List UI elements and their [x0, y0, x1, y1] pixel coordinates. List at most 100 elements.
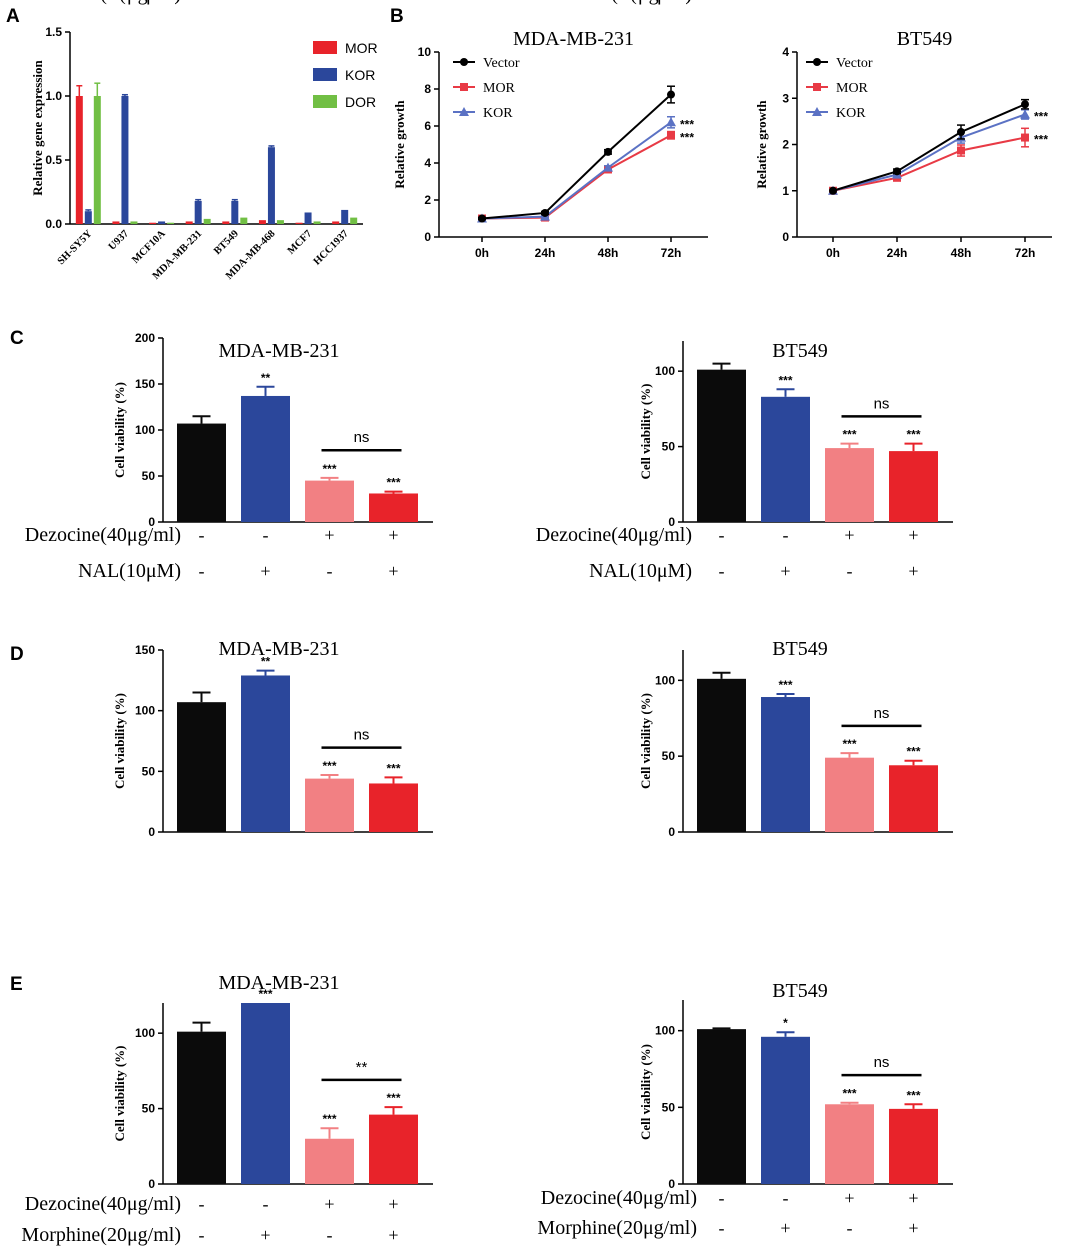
condition-sign: -: [199, 0, 205, 4]
significance-marker: ***: [258, 987, 272, 1001]
chart-title: MDA-MB-231: [218, 340, 339, 362]
data-point: [667, 90, 675, 99]
bar: [761, 697, 810, 832]
condition-sign: -: [199, 561, 205, 581]
comparison-label: ns: [354, 429, 370, 446]
significance-marker: ***: [842, 428, 856, 442]
series-line-kor: [832, 113, 1026, 192]
y-tick-label: 0.0: [45, 217, 62, 231]
y-tick-label: 0: [668, 515, 675, 529]
y-tick-label: 4: [782, 45, 789, 59]
bar: [697, 1029, 746, 1184]
series-line-mor: [481, 134, 672, 220]
chart-growth-bt549: 0 1 2 3 4 Relative growth BT549 0h 24h 48h 72h *** *…: [754, 28, 1052, 260]
bar-kor: [341, 209, 349, 224]
significance-marker: **: [261, 371, 271, 385]
y-axis-label: Cell viability (%): [638, 1044, 653, 1140]
significance-marker: ***: [386, 761, 400, 775]
condition-sign: -: [719, 0, 725, 4]
chart-gene-expression: 0.0 0.5 1.0 1.5 Relative gene expression SH-S…: [30, 25, 378, 282]
bar: [177, 702, 226, 832]
condition-sign: -: [199, 0, 205, 4]
condition-sign: +: [908, 1188, 918, 1208]
series-line-vector: [832, 103, 1026, 192]
y-tick-label: 50: [662, 440, 676, 454]
bar-dor: [93, 96, 101, 224]
series-line-vector: [481, 93, 672, 220]
data-point: [957, 146, 965, 155]
x-tick-label: HCC1937: [312, 228, 351, 267]
y-tick-label: 8: [424, 82, 431, 96]
condition-sign: +: [908, 0, 918, 4]
comparison-label: ns: [874, 1054, 890, 1071]
legend-label: Vector: [836, 56, 873, 71]
condition-sign: +: [388, 0, 398, 4]
bar: [697, 369, 746, 522]
panel-label-e: E: [10, 974, 23, 995]
y-tick-label: 0: [668, 1177, 675, 1191]
x-tick-label: 72h: [661, 246, 682, 260]
significance-marker: ***: [778, 373, 792, 387]
condition-sign: +: [908, 525, 918, 545]
legend-swatch-mor: [313, 41, 337, 54]
condition-sign: -: [263, 1194, 269, 1214]
y-tick-label: 3: [782, 91, 789, 105]
bar: [889, 765, 938, 832]
condition-sign: -: [783, 525, 789, 545]
condition-sign: +: [844, 525, 854, 545]
bar-mor: [75, 96, 83, 224]
y-tick-label: 2: [424, 193, 431, 207]
significance-marker: ***: [322, 1112, 336, 1126]
bar-mor: [258, 220, 266, 224]
bar-dor: [350, 217, 358, 224]
legend-label: MOR: [345, 40, 378, 56]
legend-marker: [813, 58, 821, 66]
chart-title: MDA-MB-231: [218, 972, 339, 994]
panel-label-c: C: [10, 328, 24, 349]
chart-growth-mda-mb-231: 0 2 4 6 8 10 Relative growth MDA-MB-231 0h 24h 48h…: [392, 28, 708, 260]
condition-sign: +: [780, 0, 790, 4]
bar-mor: [222, 221, 230, 224]
y-axis-label: Cell viability (%): [638, 693, 653, 789]
data-point: [957, 128, 965, 137]
bar: [761, 1036, 810, 1184]
legend-marker: [813, 83, 821, 91]
chart-title: BT549: [897, 28, 953, 50]
bar-kor: [84, 211, 92, 224]
condition-sign: +: [260, 0, 270, 4]
y-tick-label: 0: [148, 515, 155, 529]
x-tick-label: 72h: [1015, 246, 1036, 260]
legend-marker: [459, 107, 469, 116]
panel-label-b: B: [390, 6, 404, 27]
data-point: [1020, 109, 1030, 119]
series-line-kor: [481, 121, 672, 220]
y-tick-label: 150: [135, 643, 155, 657]
x-tick-label: 48h: [598, 246, 619, 260]
condition-sign: -: [783, 1188, 789, 1208]
condition-sign: +: [844, 1188, 854, 1208]
condition-sign: +: [844, 0, 854, 4]
data-point: [478, 214, 486, 223]
comparison-label: **: [356, 1059, 368, 1076]
chart-title: BT549: [772, 980, 828, 1002]
condition-sign: +: [324, 525, 334, 545]
bar-dor: [276, 220, 284, 224]
significance-marker: ***: [1034, 133, 1048, 147]
bar-dor: [313, 221, 321, 224]
x-tick-label: MCF7: [286, 228, 314, 256]
condition-sign: +: [260, 1225, 270, 1245]
bar-mor: [112, 221, 120, 224]
bar-kor: [121, 96, 129, 224]
condition-label: Dezocine(40μg/ml): [25, 0, 181, 5]
data-point: [667, 131, 675, 140]
legend-marker: [460, 58, 468, 66]
y-tick-label: 50: [142, 469, 156, 483]
condition-sign: -: [327, 561, 333, 581]
significance-marker: **: [261, 655, 271, 669]
data-point: [829, 186, 837, 195]
bar-kor: [194, 200, 202, 224]
